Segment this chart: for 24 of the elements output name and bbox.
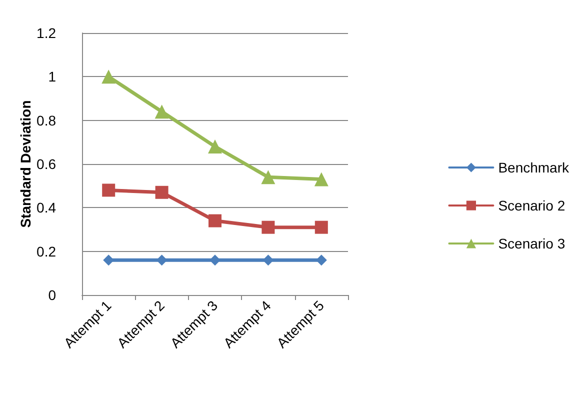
point (314, 172, 328, 186)
y-tick-label: 0.2 (36, 243, 56, 260)
y-tick-label: 0.8 (36, 112, 56, 128)
point (262, 254, 274, 266)
legend-label: Scenario 3 (498, 236, 566, 252)
point (208, 214, 222, 228)
legend-label: Benchmark (498, 160, 570, 176)
point (314, 220, 328, 234)
point (102, 70, 116, 84)
y-tick-label: 0.4 (36, 200, 56, 216)
y-tick-label: 0.6 (36, 156, 56, 172)
point (208, 140, 222, 154)
point (156, 254, 168, 266)
y-tick-label: 0 (48, 287, 56, 303)
point (262, 220, 275, 234)
point (154, 104, 169, 119)
y-tick-label: 1.2 (36, 25, 56, 41)
point (261, 170, 276, 184)
point (102, 184, 116, 197)
legend-label: Scenario 2 (498, 198, 566, 214)
point (155, 186, 168, 199)
point (210, 254, 220, 266)
y-tick-label: 1 (48, 68, 56, 85)
y-axis-title: Standard Deviation (18, 100, 34, 228)
